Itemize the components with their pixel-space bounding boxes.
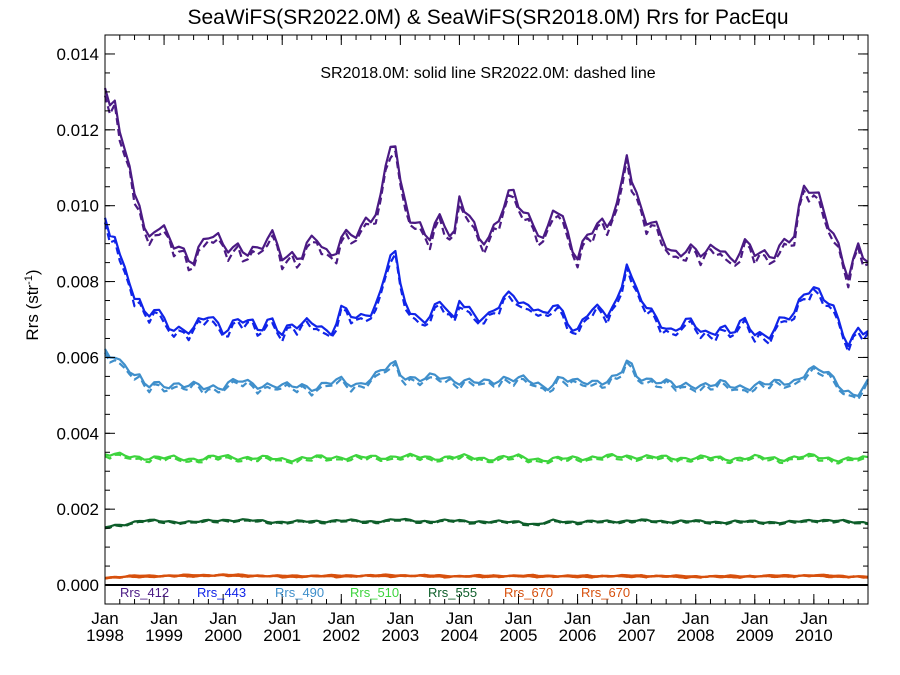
x-tick-year-label: 2010 (795, 626, 833, 645)
x-tick-month-label: Jan (209, 609, 236, 628)
x-tick-month-label: Jan (800, 609, 827, 628)
y-axis-label: Rrs (str-1) (23, 269, 42, 340)
x-tick-month-label: Jan (741, 609, 768, 628)
x-tick-year-label: 1998 (86, 626, 124, 645)
series-layer (103, 87, 870, 580)
x-tick-year-label: 2006 (559, 626, 597, 645)
legend-item: Rrs_443 (197, 585, 246, 600)
chart-title: SeaWiFS(SR2022.0M) & SeaWiFS(SR2018.0M) … (187, 6, 788, 29)
y-tick-label: 0.012 (56, 121, 99, 140)
x-tick-year-label: 2004 (441, 626, 479, 645)
legend-item: Rrs_412 (120, 585, 169, 600)
y-tick-label: 0.014 (56, 45, 99, 64)
x-tick-month-label: Jan (150, 609, 177, 628)
series-line-rrs-490-solid (104, 348, 869, 397)
y-axis-label-main: Rrs (str (23, 285, 42, 341)
y-tick-label: 0.000 (56, 576, 99, 595)
series-line-rrs-510-dashed (104, 453, 869, 465)
legend-item: Rrs_510 (350, 585, 399, 600)
x-tick-month-label: Jan (446, 609, 473, 628)
x-tick-year-label: 2009 (736, 626, 774, 645)
legend-item: Rrs_490 (275, 585, 324, 600)
x-tick-year-label: 2001 (263, 626, 301, 645)
x-tick-month-label: Jan (505, 609, 532, 628)
y-tick-label: 0.008 (56, 273, 99, 292)
series-line-rrs-490-dashed (104, 352, 870, 401)
series-line-rrs-555-solid (104, 517, 869, 529)
x-tick-month-label: Jan (387, 609, 414, 628)
x-tick-year-label: 2008 (677, 626, 715, 645)
y-axis-label-sup: -1 (23, 275, 35, 285)
y-tick-label: 0.006 (56, 348, 99, 367)
x-tick-month-label: Jan (564, 609, 591, 628)
x-tick-month-label: Jan (623, 609, 650, 628)
x-tick-month-label: Jan (269, 609, 296, 628)
series-line-rrs-510-solid (104, 451, 869, 463)
x-tick-month-label: Jan (328, 609, 355, 628)
x-tick-month-label: Jan (682, 609, 709, 628)
x-tick-year-label: 2007 (618, 626, 656, 645)
x-tick-year-label: 2000 (204, 626, 242, 645)
series-line-rrs-412-dashed (103, 95, 869, 289)
series-line-rrs-670-dashed (104, 573, 869, 580)
series-line-rrs-555-dashed (104, 518, 869, 530)
series-line-rrs-412-solid (103, 87, 869, 281)
legend-item: Rrs_670 (504, 585, 553, 600)
x-tick-year-label: 2002 (322, 626, 360, 645)
x-tick-year-label: 1999 (145, 626, 183, 645)
legend-item: Rrs_555 (428, 585, 477, 600)
y-tick-label: 0.010 (56, 197, 99, 216)
x-tick-month-label: Jan (91, 609, 118, 628)
line-style-note: SR2018.0M: solid line SR2022.0M: dashed … (320, 65, 655, 82)
x-tick-year-label: 2003 (381, 626, 419, 645)
tick-layer: 0.000 0.002 0.004 0.006 0.008 0.010 0.012 0.014… (56, 34, 868, 645)
legend-item: Rrs_670 (581, 585, 630, 600)
y-axis-label-tail: ) (23, 269, 42, 275)
series-line-rrs-443-solid (103, 217, 869, 348)
legend: Rrs_412 Rrs_443 Rrs_490 Rrs_510 Rrs_555 Rrs_6… (120, 585, 630, 600)
series-line-rrs-443-dashed (103, 222, 869, 353)
y-tick-label: 0.002 (56, 500, 99, 519)
y-tick-label: 0.004 (56, 424, 99, 443)
x-tick-year-label: 2005 (500, 626, 538, 645)
